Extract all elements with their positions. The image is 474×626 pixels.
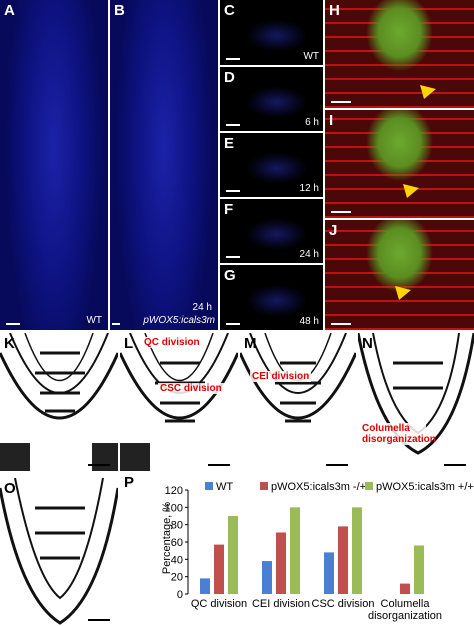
panel: C WT <box>220 0 323 65</box>
panel-letter: C <box>224 2 235 19</box>
scale-bar <box>331 101 351 103</box>
panel-label: WT <box>86 315 102 326</box>
panel: N Columella disorganization <box>358 333 474 471</box>
scale-bar <box>226 256 240 258</box>
scale-bar <box>6 323 20 325</box>
annotation: CEI division <box>250 371 312 382</box>
scale-bar <box>226 190 240 192</box>
y-tick-label: 120 <box>165 485 183 497</box>
bar <box>290 507 300 594</box>
bar <box>214 544 224 594</box>
panel-label: 24 h <box>192 302 212 313</box>
panel-letter: K <box>4 335 15 352</box>
panel-letter: J <box>329 222 338 239</box>
bar <box>400 583 410 594</box>
panel: J <box>325 220 474 330</box>
arrowhead <box>403 184 419 198</box>
annotation: QC division <box>142 337 202 348</box>
chart: Percentage, % 0 20 40 60 80 100 120 WT pWOX5:ica… <box>161 481 474 601</box>
panel-letter: D <box>224 69 235 86</box>
panel-letter: E <box>224 135 235 152</box>
bar <box>338 526 348 594</box>
scale-bar <box>444 464 466 466</box>
panel-letter: M <box>244 335 257 352</box>
panel-letter: B <box>114 2 125 19</box>
panel-letter: A <box>4 2 15 19</box>
bar <box>262 561 272 594</box>
legend-swatch <box>365 482 373 490</box>
legend-swatch <box>260 482 268 490</box>
bar <box>324 552 334 594</box>
panel-letter: N <box>362 335 373 352</box>
panel: D 6 h <box>220 67 323 131</box>
panel-letter: P <box>124 474 135 491</box>
panel-letter: H <box>329 2 340 19</box>
bar <box>414 545 424 594</box>
legend-label: pWOX5:icals3m -/+ <box>271 481 366 493</box>
scale-bar <box>226 124 240 126</box>
panel-label: 6 h <box>305 117 319 128</box>
panel-label: 24 h <box>299 249 319 260</box>
bar <box>228 516 238 594</box>
panel-label: WT <box>303 51 319 62</box>
scale-bar <box>112 323 120 325</box>
bar <box>200 578 210 594</box>
legend-swatch <box>205 482 213 490</box>
x-tick-label: QC division <box>190 598 248 610</box>
panel: O <box>0 478 118 626</box>
panel: I <box>325 110 474 218</box>
panel: M CEI division <box>240 333 356 471</box>
legend-label: pWOX5:icals3m +/+ <box>376 481 474 493</box>
y-tick-label: 40 <box>171 554 183 566</box>
annotation: CSC division <box>158 383 224 394</box>
scale-bar <box>208 464 230 466</box>
panel: P Percentage, % 0 20 40 60 80 100 120 WT pWOX5:i… <box>120 472 474 626</box>
arrowhead <box>395 286 411 300</box>
root-cells <box>358 333 474 455</box>
scale-bar <box>88 464 110 466</box>
legend-label: WT <box>216 481 233 493</box>
panel: G 48 h <box>220 265 323 330</box>
x-tick-label: CEI division <box>251 598 311 610</box>
scale-bar <box>326 464 348 466</box>
scale-bar <box>331 211 351 213</box>
panel-letter: L <box>124 335 134 352</box>
scale-bar <box>226 58 240 60</box>
panel: K <box>0 333 118 471</box>
scale-bar <box>88 619 110 621</box>
y-tick-label: 20 <box>171 572 183 584</box>
arrowhead <box>420 85 436 99</box>
bar <box>276 532 286 594</box>
panel-label: 12 h <box>299 183 319 194</box>
y-tick-label: 60 <box>171 537 183 549</box>
panel-letter: F <box>224 201 234 218</box>
panel: A WT <box>0 0 108 330</box>
x-tick-label: CSC division <box>311 598 375 610</box>
panel: E 12 h <box>220 133 323 197</box>
panel-label: 48 h <box>299 316 319 327</box>
root-cells <box>240 333 356 423</box>
y-tick-label: 80 <box>171 520 183 532</box>
annotation: Columella disorganization <box>360 423 436 445</box>
panel-letter: I <box>329 112 334 129</box>
root-cells <box>0 333 118 471</box>
panel: B 24 h pWOX5:icals3m <box>110 0 218 330</box>
scale-bar <box>226 323 240 325</box>
x-tick-label: Columella disorganization <box>368 598 442 622</box>
panel-letter: G <box>224 267 236 284</box>
panel: H <box>325 0 474 108</box>
y-tick-label: 0 <box>177 589 183 601</box>
y-axis-label: Percentage, % <box>161 502 173 574</box>
root-cells <box>0 478 118 625</box>
panel-label: pWOX5:icals3m <box>143 315 215 326</box>
panel: F 24 h <box>220 199 323 263</box>
scale-bar <box>331 323 351 325</box>
y-tick-label: 100 <box>165 502 183 514</box>
panel: L QC division CSC division <box>120 333 238 471</box>
bar <box>352 507 362 594</box>
panel-letter: O <box>4 480 16 497</box>
root-cells <box>120 333 238 471</box>
